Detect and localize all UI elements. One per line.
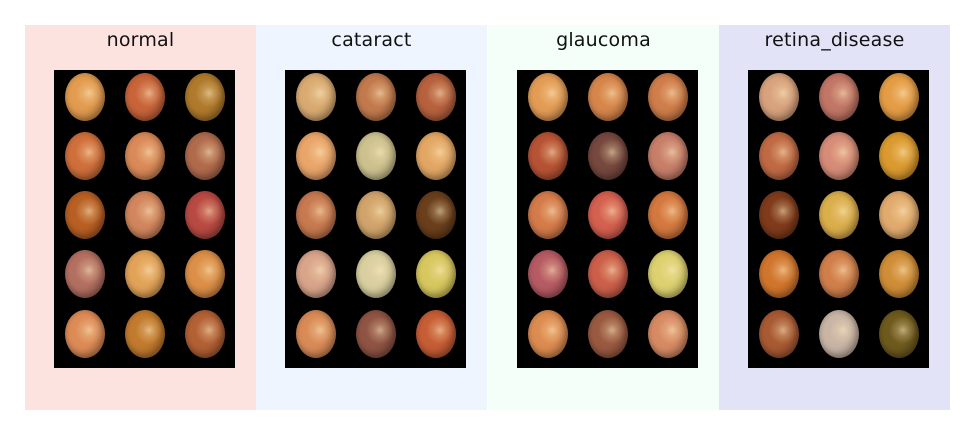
image-grid	[54, 70, 235, 368]
fundus-image	[356, 132, 396, 180]
image-grid	[748, 70, 929, 368]
fundus-image	[125, 191, 165, 239]
fundus-image	[648, 250, 688, 298]
fundus-image	[588, 310, 628, 358]
fundus-image	[356, 191, 396, 239]
fundus-image	[819, 73, 859, 121]
fundus-image	[416, 191, 456, 239]
panel-retina-disease: retina_disease	[719, 25, 950, 410]
panel-title: retina_disease	[764, 29, 905, 51]
fundus-image	[879, 73, 919, 121]
fundus-image	[528, 310, 568, 358]
fundus-image	[648, 132, 688, 180]
fundus-image	[416, 250, 456, 298]
fundus-image	[879, 191, 919, 239]
fundus-image	[416, 73, 456, 121]
fundus-image	[819, 191, 859, 239]
fundus-image	[185, 310, 225, 358]
panel-cataract: cataract	[256, 25, 487, 410]
fundus-image	[648, 310, 688, 358]
image-grid	[285, 70, 466, 368]
fundus-image	[185, 73, 225, 121]
fundus-image	[528, 132, 568, 180]
fundus-image	[296, 73, 336, 121]
fundus-image	[588, 73, 628, 121]
fundus-image	[648, 191, 688, 239]
fundus-image	[416, 132, 456, 180]
fundus-image	[65, 132, 105, 180]
fundus-image	[65, 191, 105, 239]
fundus-image	[588, 132, 628, 180]
fundus-image	[819, 250, 859, 298]
fundus-image	[819, 310, 859, 358]
fundus-image	[296, 132, 336, 180]
fundus-image	[296, 250, 336, 298]
fundus-image	[65, 73, 105, 121]
fundus-image	[879, 310, 919, 358]
panel-title: cataract	[331, 29, 412, 51]
fundus-image	[759, 310, 799, 358]
fundus-image	[296, 191, 336, 239]
image-grid	[517, 70, 698, 368]
fundus-image	[416, 310, 456, 358]
fundus-image	[648, 73, 688, 121]
fundus-image	[528, 191, 568, 239]
fundus-image	[125, 132, 165, 180]
fundus-image	[125, 73, 165, 121]
fundus-image	[528, 73, 568, 121]
fundus-image	[879, 250, 919, 298]
fundus-image	[528, 250, 568, 298]
panel-title: glaucoma	[556, 29, 651, 51]
fundus-image	[588, 250, 628, 298]
fundus-image	[759, 132, 799, 180]
fundus-image	[185, 191, 225, 239]
fundus-image	[356, 73, 396, 121]
fundus-image	[356, 250, 396, 298]
fundus-image	[759, 250, 799, 298]
fundus-image	[759, 73, 799, 121]
fundus-image	[125, 310, 165, 358]
fundus-image	[759, 191, 799, 239]
panel-title: normal	[106, 29, 175, 51]
fundus-image	[185, 250, 225, 298]
panel-normal: normal	[25, 25, 256, 410]
fundus-image	[356, 310, 396, 358]
fundus-image	[879, 132, 919, 180]
fundus-image	[125, 250, 165, 298]
fundus-image	[819, 132, 859, 180]
fundus-image	[65, 310, 105, 358]
fundus-image	[185, 132, 225, 180]
panel-glaucoma: glaucoma	[488, 25, 719, 410]
fundus-image	[588, 191, 628, 239]
fundus-image	[65, 250, 105, 298]
fundus-image	[296, 310, 336, 358]
